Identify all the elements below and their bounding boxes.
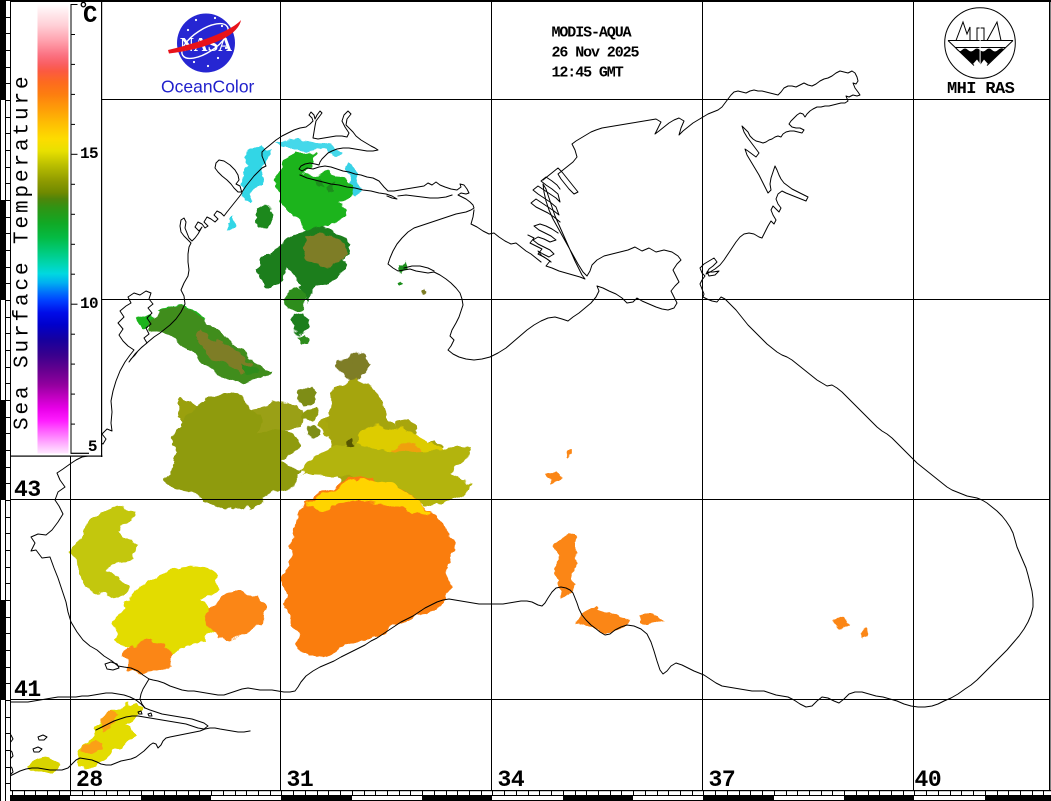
svg-text:34: 34 xyxy=(498,767,525,793)
svg-text:28: 28 xyxy=(76,767,103,793)
svg-text:12:45 GMT: 12:45 GMT xyxy=(552,65,624,82)
svg-text:41: 41 xyxy=(14,677,41,703)
svg-text:37: 37 xyxy=(709,767,736,793)
svg-text:°: ° xyxy=(78,1,89,21)
svg-text:15: 15 xyxy=(80,145,98,163)
svg-text:MODIS-AQUA: MODIS-AQUA xyxy=(552,25,632,42)
svg-text:MHI RAS: MHI RAS xyxy=(947,80,1015,99)
svg-text:C: C xyxy=(83,3,97,30)
svg-text:26 Nov 2025: 26 Nov 2025 xyxy=(552,45,640,62)
svg-text:5: 5 xyxy=(88,438,98,456)
svg-text:40: 40 xyxy=(915,767,942,793)
svg-text:OceanColor: OceanColor xyxy=(161,77,255,97)
svg-text:Sea Surface Temperature: Sea Surface Temperature xyxy=(12,73,35,430)
svg-text:31: 31 xyxy=(287,767,314,793)
svg-text:43: 43 xyxy=(14,477,41,503)
svg-text:10: 10 xyxy=(80,295,98,313)
